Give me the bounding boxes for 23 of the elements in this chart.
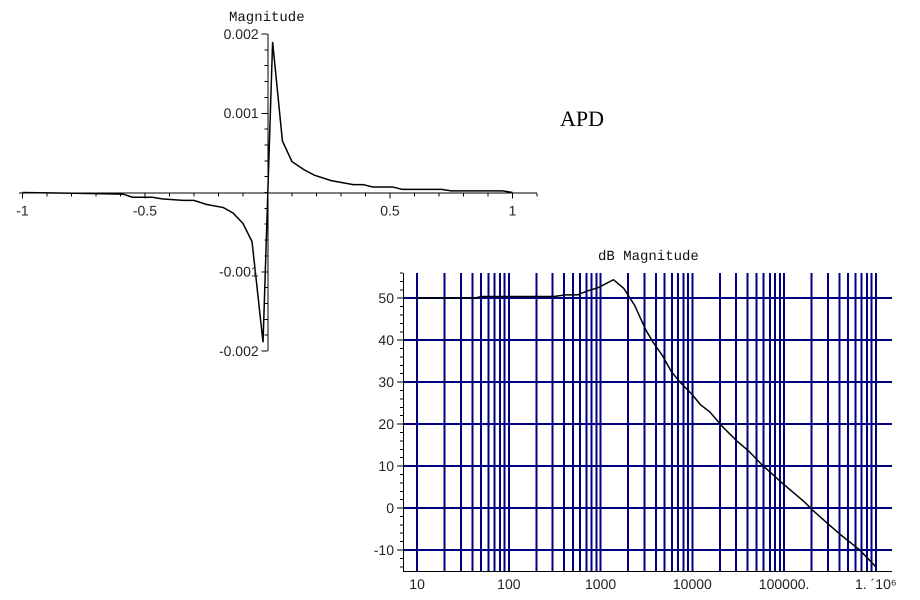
- text: APD: [560, 106, 604, 131]
- y-tick-label: 40: [378, 332, 394, 348]
- y-axis-title: Magnitude: [229, 10, 305, 26]
- x-tick-label: 10000: [672, 576, 712, 592]
- x-tick-label: 1. ´10⁶: [855, 576, 897, 592]
- y-tick-label: 20: [378, 416, 394, 432]
- x-tick-label: 100000.: [758, 576, 810, 592]
- x-tick-label: 10: [409, 576, 426, 592]
- chart-title: dB Magnitude: [598, 249, 699, 265]
- x-tick-label: 0.5: [380, 202, 400, 218]
- y-tick-label: 30: [378, 374, 394, 390]
- y-tick-label: -10: [374, 542, 394, 558]
- y-tick-label: 0.001: [224, 105, 259, 122]
- y-tick-label: 0.002: [224, 26, 259, 42]
- y-tick-label: 10: [378, 458, 394, 474]
- x-tick-label: -1: [16, 202, 29, 218]
- y-tick-label: 50: [378, 290, 394, 306]
- x-tick-label: 100: [497, 576, 521, 592]
- x-tick-label: 1000: [585, 576, 616, 592]
- x-tick-label: 1: [508, 202, 517, 218]
- y-tick-label: -0.002: [218, 342, 259, 359]
- x-tick-label: -0.5: [132, 202, 158, 218]
- y-tick-label: 0: [386, 500, 394, 516]
